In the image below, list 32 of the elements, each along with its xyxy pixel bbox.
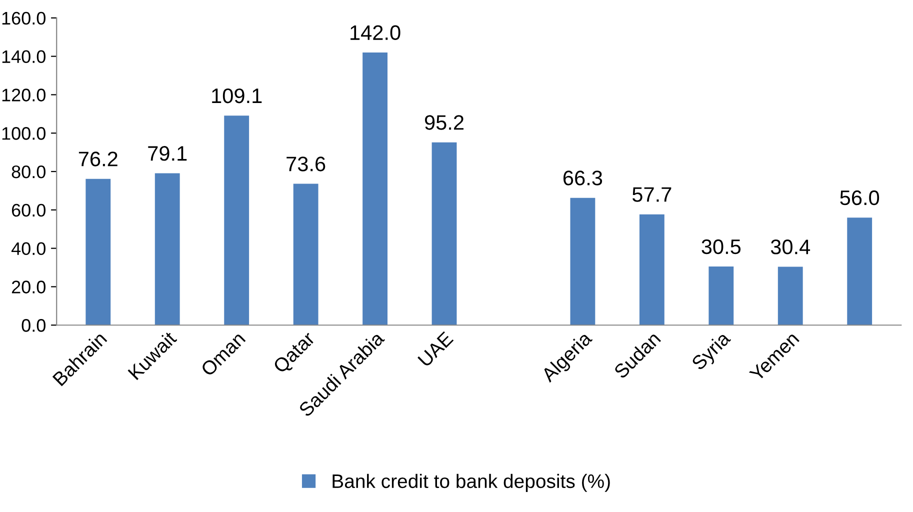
bar [293,184,318,326]
data-label: 79.1 [148,146,187,161]
data-label: 30.4 [770,240,810,254]
data-label: 95.2 [424,115,464,130]
bar [708,266,734,326]
bar [639,214,664,326]
data-label: 66.3 [563,170,602,186]
data-label: 109.1 [212,88,262,104]
bar [224,116,250,326]
bar [847,218,872,326]
data-label: 73.6 [286,156,326,172]
y-tick-label: 120.0 [2,88,46,102]
legend-label: Bank credit to bank deposits (%) [332,474,610,492]
bar [432,142,457,326]
bar [778,266,803,326]
y-tick-label: 60.0 [12,204,46,217]
y-tick-label: 40.0 [11,242,46,256]
y-tick-label: 140.0 [2,50,46,64]
data-label: 56.0 [840,190,880,206]
bar [362,52,388,326]
y-tick-label: 160.0 [2,12,46,25]
bar [154,173,180,326]
data-label: 142.0 [350,25,400,40]
data-label: 76.2 [78,152,118,166]
data-label: 57.7 [632,187,672,202]
y-tick-label: 0.0 [22,319,46,332]
y-tick-label: 100.0 [2,127,46,140]
y-tick-label: 20.0 [12,280,46,294]
y-tick-label: 80.0 [12,165,46,178]
data-label: 30.5 [702,239,741,254]
bar [570,198,596,326]
bar [86,178,111,326]
